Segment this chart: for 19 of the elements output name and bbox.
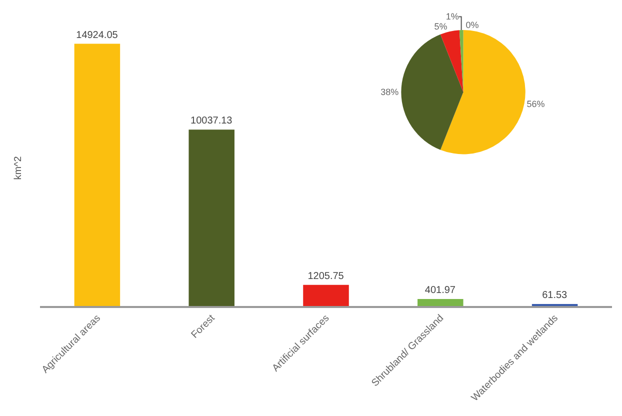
- bar: [303, 284, 349, 306]
- bar: [418, 298, 464, 306]
- bar: [74, 44, 120, 306]
- pie-slice: [459, 30, 464, 92]
- data-label: 56%: [526, 98, 545, 109]
- bar: [188, 130, 234, 306]
- data-label: 1205.75: [308, 270, 344, 282]
- data-label: 1%: [446, 12, 459, 22]
- pie-slice: [401, 34, 464, 150]
- data-label: 61.53: [542, 290, 568, 301]
- y-axis-title: km^2: [13, 156, 24, 180]
- data-label: 38%: [380, 87, 399, 98]
- pie-slice: [440, 30, 526, 154]
- data-label: 10037.13: [190, 116, 233, 127]
- data-label: 5%: [434, 22, 448, 32]
- text: 0%: [466, 20, 479, 30]
- pie-slice: [440, 30, 464, 92]
- data-label: 14924.05: [76, 30, 118, 41]
- data-label: 401.97: [424, 284, 456, 296]
